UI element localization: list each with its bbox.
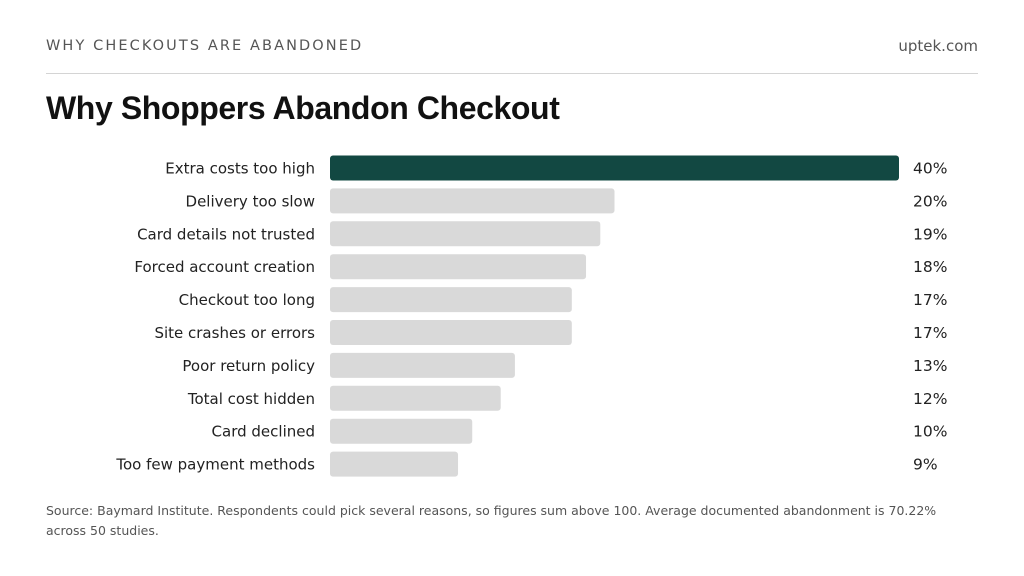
bar-site-crashes-or-errors <box>330 320 572 345</box>
value-label-checkout-too-long: 17% <box>913 291 947 309</box>
category-label-total-cost-hidden: Total cost hidden <box>187 390 315 408</box>
kicker-label: WHY CHECKOUTS ARE ABANDONED <box>46 38 364 54</box>
value-label-delivery-too-slow: 20% <box>913 192 947 210</box>
category-label-too-few-payment-methods: Too few payment methods <box>115 456 315 474</box>
category-label-forced-account-creation: Forced account creation <box>134 258 315 276</box>
category-label-card-details-not-trusted: Card details not trusted <box>137 225 315 243</box>
bar-chart: Extra costs too high 40% Delivery too slow… <box>115 155 947 477</box>
category-label-card-declined: Card declined <box>212 423 315 441</box>
bar-forced-account-creation <box>330 254 587 280</box>
bar-card-declined <box>330 418 473 444</box>
chart-title: Why Shoppers Abandon Checkout <box>46 90 560 126</box>
category-label-extra-costs-too-high: Extra costs too high <box>165 160 315 178</box>
bar-too-few-payment-methods <box>330 451 459 477</box>
bar-checkout-too-long <box>330 287 572 313</box>
category-label-site-crashes-or-errors: Site crashes or errors <box>154 324 315 342</box>
category-label-delivery-too-slow: Delivery too slow <box>186 192 315 210</box>
bar-delivery-too-slow <box>330 188 615 214</box>
value-label-site-crashes-or-errors: 17% <box>913 324 947 342</box>
bar-poor-return-policy <box>330 352 515 378</box>
value-label-card-declined: 10% <box>913 423 947 441</box>
category-label-poor-return-policy: Poor return policy <box>182 357 315 375</box>
bar-extra-costs-too-high <box>330 155 899 181</box>
category-label-checkout-too-long: Checkout too long <box>179 291 315 309</box>
value-label-too-few-payment-methods: 9% <box>913 456 938 474</box>
site-label: uptek.com <box>898 37 978 55</box>
value-label-card-details-not-trusted: 19% <box>913 225 947 243</box>
source-note: Source: Baymard Institute. Respondents c… <box>46 503 937 538</box>
value-label-poor-return-policy: 13% <box>913 357 947 375</box>
value-label-extra-costs-too-high: 40% <box>913 160 947 178</box>
bar-card-details-not-trusted <box>330 221 601 247</box>
value-label-total-cost-hidden: 12% <box>913 390 947 408</box>
header-divider <box>46 73 978 74</box>
bar-total-cost-hidden <box>330 385 501 411</box>
value-label-forced-account-creation: 18% <box>913 258 947 276</box>
